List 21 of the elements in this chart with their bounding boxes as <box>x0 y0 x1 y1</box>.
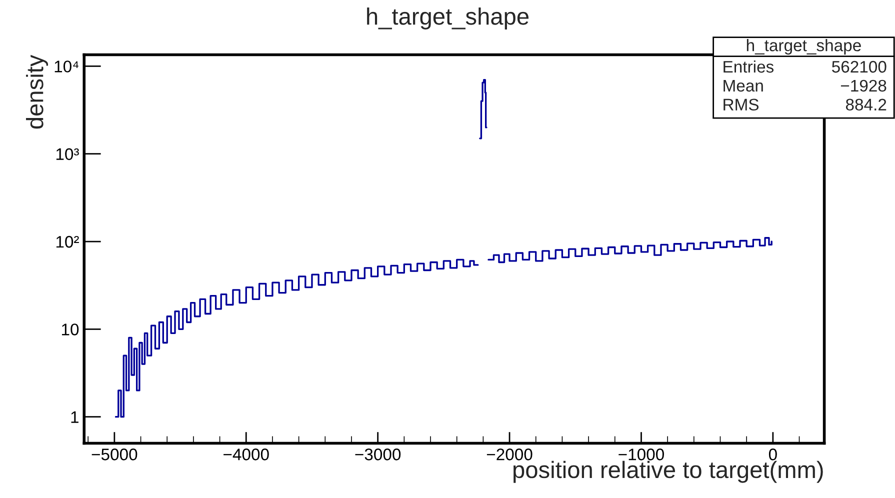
annotation: Entries <box>724 60 774 73</box>
x-tick-label: −1000 <box>618 448 664 460</box>
y-tick-label: 1 <box>71 411 78 423</box>
x-tick-label: −4000 <box>224 448 269 460</box>
text: 562100 <box>832 60 886 73</box>
y-tick-label: 10³ <box>56 148 79 160</box>
y-tick-label: 10 <box>62 324 79 336</box>
y-tick-label: 10² <box>56 236 79 248</box>
x-axis-title: position relative to target(mm) <box>514 460 823 483</box>
chart-title: h_target_shape <box>367 7 529 30</box>
x-tick-label: −2000 <box>486 448 532 460</box>
y-tick-label: 10⁴ <box>54 60 78 72</box>
text: 884.2 <box>846 98 886 111</box>
text: h_target_shape <box>746 39 861 55</box>
text: −1928 <box>840 80 886 92</box>
annotation: RMS <box>724 98 759 111</box>
x-tick-label: 0 <box>768 448 777 460</box>
x-tick-label: −5000 <box>92 448 138 460</box>
y-axis-title: density <box>26 54 48 129</box>
x-tick-label: −3000 <box>355 448 401 460</box>
annotation: Mean <box>724 80 763 92</box>
